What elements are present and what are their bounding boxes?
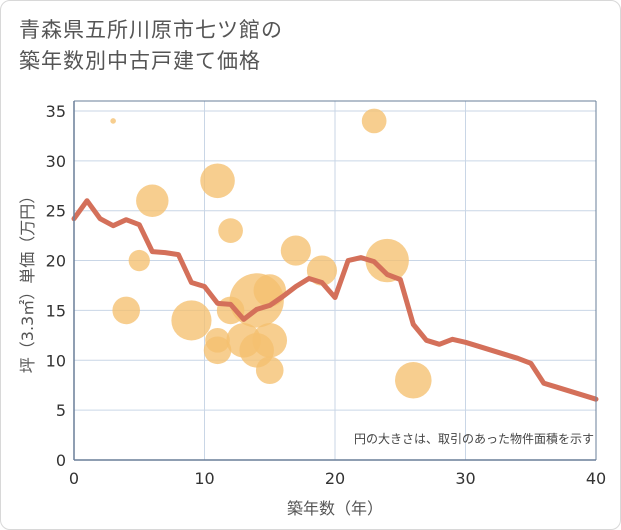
tick-labels: 0 10 20 30 40 0 5 10 15 20 25 30 35 <box>46 102 607 488</box>
data-bubble <box>112 296 140 325</box>
x-axis-label: 築年数（年） <box>287 499 383 518</box>
data-bubble <box>395 361 432 399</box>
x-tick-label: 40 <box>586 469 606 488</box>
y-tick-label: 5 <box>56 401 66 420</box>
data-bubble <box>252 323 288 358</box>
data-bubble <box>253 274 286 307</box>
data-bubble <box>136 184 169 217</box>
data-bubble <box>110 118 116 124</box>
data-bubble <box>280 235 311 266</box>
y-tick-label: 30 <box>46 152 66 171</box>
y-axis-label: 坪（3.3㎡）単価（万円） <box>18 188 37 373</box>
x-tick-label: 0 <box>69 469 79 488</box>
y-tick-label: 0 <box>56 451 66 470</box>
data-bubble <box>255 356 284 385</box>
size-note: 円の大きさは、取引のあった物件面積を示す <box>354 431 594 446</box>
chart-title: 青森県五所川原市七ツ館の 築年数別中古戸建て価格 <box>19 15 283 77</box>
data-bubble <box>203 336 232 365</box>
x-tick-label: 20 <box>325 469 345 488</box>
data-bubble <box>365 238 409 283</box>
x-tick-label: 30 <box>455 469 475 488</box>
trend-line <box>71 198 599 402</box>
x-tick-label: 10 <box>194 469 214 488</box>
data-bubble <box>361 108 387 134</box>
y-tick-label: 20 <box>46 252 66 271</box>
y-tick-label: 25 <box>46 202 66 221</box>
y-tick-label: 10 <box>46 351 66 370</box>
axes <box>73 100 597 461</box>
y-tick-label: 35 <box>46 102 66 121</box>
data-bubble <box>128 249 150 272</box>
chart-title-line2: 築年数別中古戸建て価格 <box>19 49 261 73</box>
y-tick-label: 15 <box>46 301 66 320</box>
data-bubble <box>218 218 243 243</box>
data-bubble <box>171 300 212 341</box>
bubble-series <box>110 108 432 399</box>
data-bubble <box>200 163 235 199</box>
chart-title-line1: 青森県五所川原市七ツ館の <box>19 18 283 42</box>
